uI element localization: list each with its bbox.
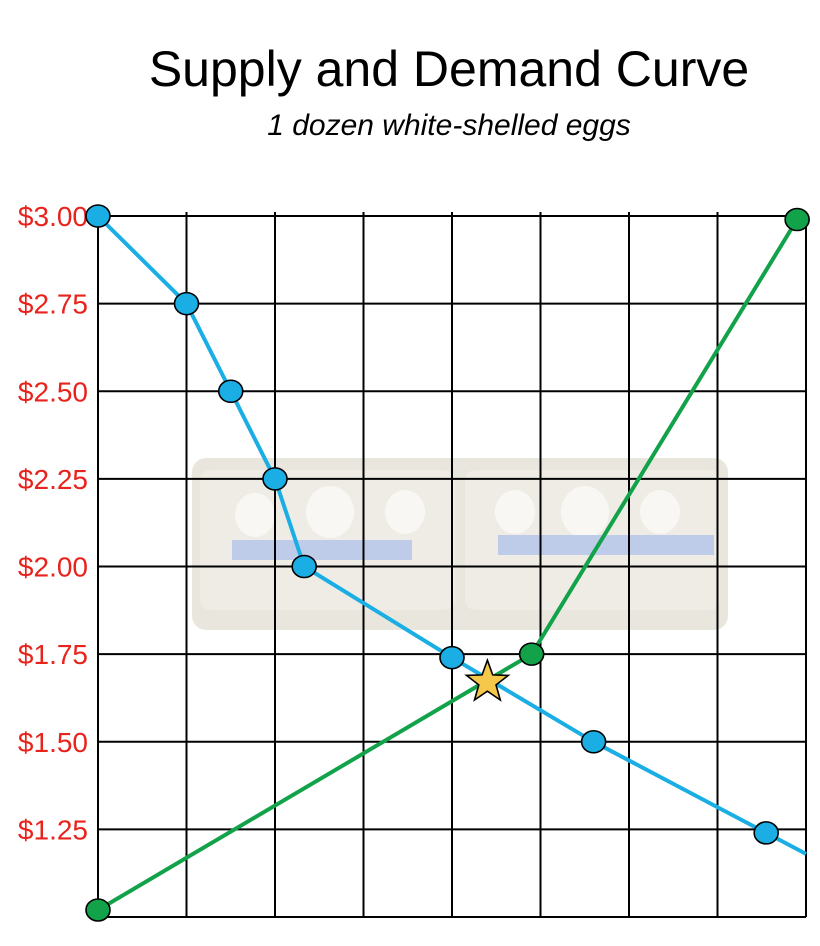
y-tick-label: $3.00 [18, 201, 88, 232]
data-point [262, 467, 288, 491]
y-tick-label: $2.25 [18, 464, 88, 495]
data-point [580, 729, 607, 754]
equilibrium-layer [464, 657, 511, 702]
data-point [518, 642, 545, 666]
chart-title: Supply and Demand Curve [149, 41, 749, 97]
data-point [291, 554, 318, 579]
y-tick-label: $1.75 [18, 639, 88, 670]
y-tick-labels: $3.00 $2.75 $2.50 $2.25 $2.00 $1.75 $1.50 $1.25 [18, 201, 88, 845]
y-tick-label: $2.75 [18, 289, 88, 320]
egg-carton-image [192, 458, 728, 630]
data-point [784, 207, 810, 232]
y-tick-label: $1.25 [18, 814, 88, 845]
data-point [85, 898, 111, 922]
equilibrium-star-icon [464, 657, 511, 702]
data-point [85, 204, 111, 228]
data-point [217, 379, 244, 404]
data-point [753, 821, 779, 845]
series-markers [85, 204, 810, 922]
y-tick-label: $1.50 [18, 727, 88, 758]
grid [97, 212, 807, 918]
y-tick-label: $2.50 [18, 376, 88, 407]
y-tick-label: $2.00 [18, 552, 88, 583]
data-point [173, 291, 200, 316]
data-point [439, 645, 465, 670]
chart-subtitle: 1 dozen white-shelled eggs [267, 109, 631, 142]
